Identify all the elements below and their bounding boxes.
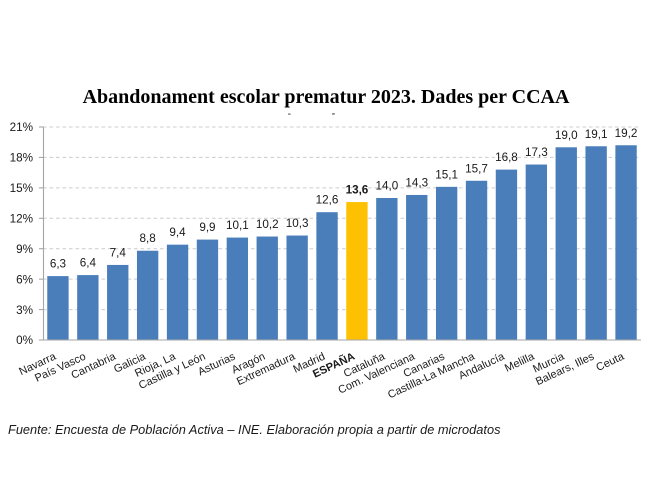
svg-text:15%: 15% [10,182,33,195]
svg-text:12%: 12% [10,212,33,225]
svg-text:8,8: 8,8 [140,232,156,245]
svg-text:13,6: 13,6 [346,184,369,197]
svg-text:15,1: 15,1 [435,168,458,181]
svg-text:6,3: 6,3 [50,258,66,271]
svg-text:16,8: 16,8 [495,151,518,164]
svg-text:14,3: 14,3 [405,176,428,189]
svg-text:Abandonament escolar prematur: Abandonament escolar prematur 2023. Dade… [83,86,570,108]
svg-text:19,1: 19,1 [585,128,608,141]
svg-text:12,6: 12,6 [316,194,339,207]
svg-text:6%: 6% [16,273,33,286]
svg-text:10,3: 10,3 [286,217,309,230]
svg-text:9%: 9% [16,243,33,256]
svg-text:3%: 3% [16,304,33,317]
svg-text:21%: 21% [10,121,33,134]
svg-text:9,4: 9,4 [169,226,186,239]
svg-text:15,7: 15,7 [465,162,488,175]
svg-text:7,4: 7,4 [110,246,127,259]
svg-text:19,2: 19,2 [615,127,638,140]
svg-text:17,3: 17,3 [525,146,548,159]
svg-text:6,4: 6,4 [80,257,97,270]
svg-text:10,1: 10,1 [226,219,249,232]
svg-text:19,0: 19,0 [555,129,578,142]
svg-text:Fuente: Encuesta de Población: Fuente: Encuesta de Población Activa – I… [8,422,501,437]
svg-text:10,2: 10,2 [256,218,279,231]
svg-text:14,0: 14,0 [375,180,398,193]
svg-text:9,9: 9,9 [199,221,215,234]
svg-text:0%: 0% [16,334,33,347]
svg-text:18%: 18% [10,152,33,165]
